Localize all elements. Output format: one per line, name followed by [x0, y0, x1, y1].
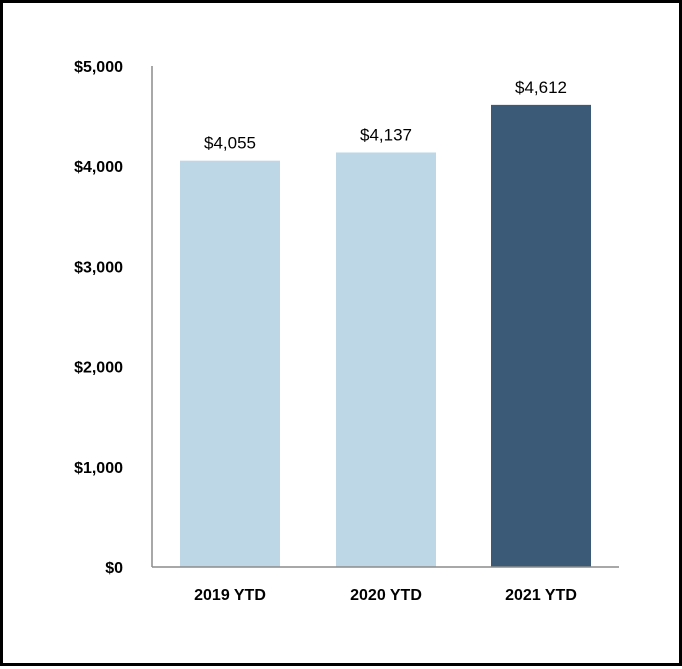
data-label: $4,137 [360, 125, 412, 144]
data-labels-group: $4,055 $4,137 $4,612 [204, 78, 567, 153]
y-tick-label: $2,000 [74, 360, 123, 377]
data-label: $4,055 [204, 134, 256, 153]
x-tick-label: 2019 YTD [194, 587, 266, 604]
y-tick-label: $3,000 [74, 259, 123, 276]
bar-chart: $4,055 $4,137$4,612 $0$1,000$2,000$3,000$… [74, 59, 619, 604]
bar-2020-ytd [336, 152, 436, 567]
data-label: $4,612 [515, 78, 567, 97]
bar-2019-ytd [180, 160, 280, 567]
x-tick-label: 2021 YTD [505, 587, 577, 604]
y-axis: $0 $1,000 $2,000 $3,000 $4,000 $5,000 [74, 59, 153, 577]
y-tick-label: $0 [105, 560, 123, 577]
x-tick-label: 2020 YTD [350, 587, 422, 604]
y-tick-label: $4,000 [74, 159, 123, 176]
bar-2021-ytd [491, 104, 591, 568]
x-axis: 2019 YTD 2020 YTD 2021 YTD [152, 566, 619, 604]
y-tick-label: $5,000 [74, 59, 123, 76]
bars-group [180, 104, 591, 568]
y-tick-label: $1,000 [74, 460, 123, 477]
